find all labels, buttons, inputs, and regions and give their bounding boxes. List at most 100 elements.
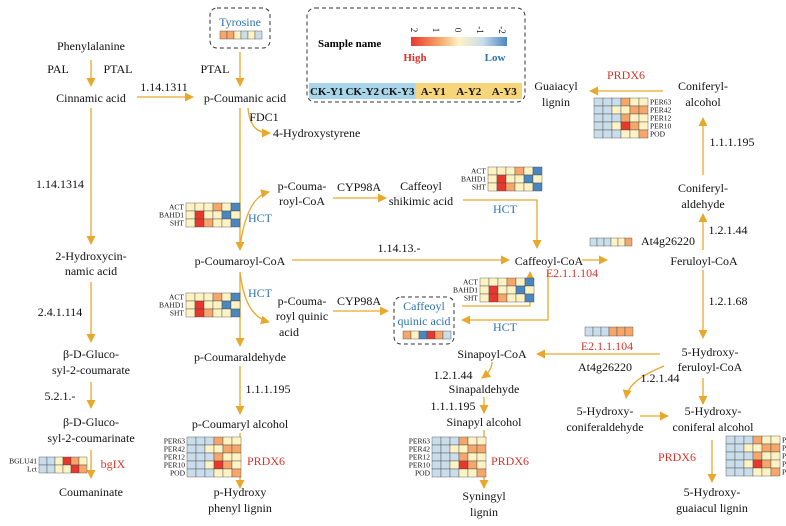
gene-label: PER10	[164, 461, 186, 470]
heatmap-cell	[194, 300, 205, 310]
heatmap-cell	[431, 468, 442, 478]
heatmap-cell	[185, 210, 196, 220]
heatmap-cell	[185, 300, 196, 310]
heatmap-cell	[440, 444, 451, 454]
compound-p-coumaryl-alcohol: p-Coumaryl alcohol	[192, 417, 289, 431]
heatmap-cell	[62, 464, 72, 474]
sample-label: CK-Y2	[345, 86, 379, 98]
enzyme-bglx: bgIX	[101, 457, 126, 471]
heatmap-cell	[752, 451, 763, 461]
heatmap-at4g	[589, 237, 633, 247]
heatmap-cell	[488, 285, 499, 295]
heatmap-cell	[602, 105, 613, 115]
enzyme-1-1-1-195-c: 1.1.1.195	[710, 135, 755, 149]
heatmap-cell	[600, 326, 610, 337]
sample-label: A-Y2	[456, 86, 482, 98]
heatmap-cell	[185, 308, 196, 318]
heatmap-cell	[230, 300, 241, 310]
heatmap-cell	[195, 460, 206, 470]
heatmap-cell	[617, 237, 626, 247]
compound-sinapaldehyde: Sinapaldehyde	[449, 382, 520, 396]
heatmap-cell	[616, 326, 626, 337]
heatmap-cell	[620, 121, 631, 131]
heatmap-cell	[467, 452, 478, 462]
heatmap-cell	[515, 285, 526, 295]
heatmap-cell	[46, 456, 56, 466]
heatmap-cell	[584, 326, 594, 337]
legend: Sample name 2 1 0 -1 -2 High Low CK-Y1 CK-Y2 C…	[306, 7, 526, 103]
heatmap-cell	[185, 218, 196, 228]
gene-label: PER63	[164, 437, 186, 446]
heatmap-cell	[532, 174, 543, 184]
heatmap-cell	[186, 436, 197, 446]
heatmap-cell	[247, 30, 256, 40]
heatmap-cell	[221, 292, 232, 302]
heatmap-cell	[195, 468, 206, 478]
heatmap-cell	[479, 285, 490, 295]
heatmap-cell	[752, 435, 763, 445]
heatmap-cell	[230, 292, 241, 302]
heatmap-cell	[195, 444, 206, 454]
heatmap-cell	[596, 237, 605, 247]
heatmap-cell	[194, 292, 205, 302]
compound-hydroxystyrene: 4-Hydroxystyrene	[273, 126, 360, 140]
heatmap-cell	[487, 182, 498, 192]
heatmap-cell	[496, 182, 507, 192]
heatmap-cell	[185, 292, 196, 302]
heatmap-cell	[449, 460, 460, 470]
sample-label: A-Y1	[421, 86, 446, 98]
heatmap-cell	[449, 436, 460, 446]
arrow-hydroxyferuloyl-hydroxyconiferaldehyde	[622, 365, 665, 399]
heatmap-cell	[231, 436, 242, 446]
heatmap-cell	[70, 456, 80, 466]
heatmap-cell	[212, 308, 223, 318]
heatmap-cell	[231, 460, 242, 470]
heatmap-cell	[240, 30, 249, 40]
heatmap-cell	[725, 435, 736, 445]
heatmap-cell	[212, 300, 223, 310]
heatmap-cell	[523, 182, 534, 192]
enzyme-at4g26220-b: At4g26220	[578, 360, 632, 374]
heatmap-cell	[602, 129, 613, 139]
heatmap-cell	[532, 182, 543, 192]
heatmap-cell	[213, 460, 224, 470]
heatmap-cell	[204, 444, 215, 454]
heatmap-cell	[593, 121, 604, 131]
heatmap-cell	[770, 467, 781, 477]
heatmap-cell	[629, 129, 640, 139]
enzyme-hct-lower-left: HCT	[248, 286, 273, 300]
compound-labels: Phenylalanine Cinnamic acid 2-Hydroxycin…	[47, 15, 754, 519]
heatmap-cell	[629, 121, 640, 131]
gene-label: PER10	[409, 461, 431, 470]
heatmap-cell	[506, 285, 517, 295]
heatmap-cell	[638, 121, 649, 131]
heatmap-cell	[233, 30, 242, 40]
heatmap-layer: ACTBAHD1SHTACTBAHD1SHTACTBAHD1SHTACTBAHD…	[9, 30, 786, 478]
gene-label: ACT	[169, 203, 184, 212]
enzyme-1-1-1-195-b: 1.1.1.195	[431, 399, 476, 413]
heatmap-cell	[770, 451, 781, 461]
heatmap-cell	[589, 237, 598, 247]
heatmap-cell	[524, 277, 535, 287]
enzyme-prdx6-hydroxy-guaiacul: PRDX6	[658, 450, 696, 464]
heatmap-cell	[230, 210, 241, 220]
compound-p-coumaroyl-coa-a-2: royl-CoA	[279, 194, 325, 208]
enzyme-ptal-left: PTAL	[103, 62, 132, 76]
heatmap-e2-1-1-104	[584, 326, 634, 337]
legend-color-scale	[411, 37, 507, 46]
heatmap-cell	[770, 443, 781, 453]
heatmap-cell	[212, 218, 223, 228]
compound-sinapyl-alcohol: Sinapyl alcohol	[447, 415, 523, 429]
heatmap-cell	[458, 468, 469, 478]
heatmap-cell	[434, 330, 444, 340]
gene-label: PER12	[409, 453, 431, 462]
heatmap-cell	[602, 97, 613, 107]
heatmap-cell	[638, 129, 649, 139]
legend-tick-labels: 2 1 0 -1 -2	[409, 26, 507, 34]
gene-label: BAHD1	[453, 286, 478, 295]
enzyme-1-14-13: 1.14.13.-	[378, 241, 421, 255]
heatmap-cell	[734, 435, 745, 445]
heatmap-cell	[442, 330, 452, 340]
